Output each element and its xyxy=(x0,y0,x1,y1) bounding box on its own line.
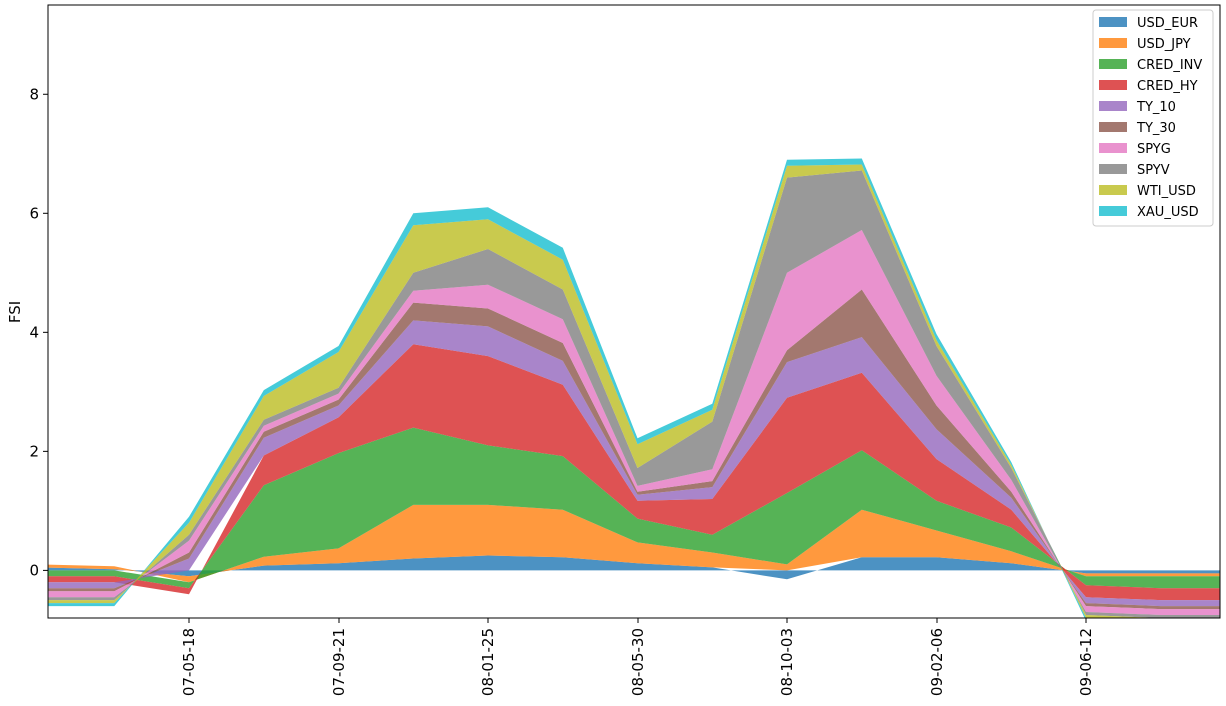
x-tick-label: 08-10-03 xyxy=(778,628,796,696)
legend-label: CRED_HY xyxy=(1137,79,1198,94)
legend-label: USD_JPY xyxy=(1137,37,1191,52)
legend-swatch xyxy=(1099,122,1127,132)
x-axis: 07-05-18 07-09-21 08-01-25 08-05-30 08-10-03… xyxy=(180,618,1095,696)
y-tick-label: 8 xyxy=(29,85,39,103)
legend-swatch xyxy=(1099,143,1127,153)
legend-label: TY_30 xyxy=(1136,121,1176,136)
legend-swatch xyxy=(1099,38,1127,48)
legend-swatch xyxy=(1099,80,1127,90)
area-layer xyxy=(48,158,1220,618)
area-cred-inv xyxy=(48,427,1220,589)
x-tick-label: 09-02-06 xyxy=(928,628,946,696)
legend-label: SPYG xyxy=(1137,142,1171,157)
area-wti-usd xyxy=(48,164,1220,618)
plot-frame xyxy=(47,4,1221,619)
legend-label: SPYV xyxy=(1137,163,1170,178)
legend-label: CRED_INV xyxy=(1137,58,1202,73)
x-tick-label: 08-05-30 xyxy=(629,628,647,696)
y-tick-label: 4 xyxy=(29,323,39,341)
legend-swatch xyxy=(1099,206,1127,216)
legend-label: WTI_USD xyxy=(1137,184,1196,199)
legend-swatch xyxy=(1099,17,1127,27)
x-tick-label: 08-01-25 xyxy=(479,628,497,696)
legend-label: TY_10 xyxy=(1136,100,1176,115)
area-usd-eur xyxy=(48,555,1220,580)
y-axis-label: FSI xyxy=(6,301,24,323)
area-cred-hy xyxy=(48,344,1220,601)
legend-swatch xyxy=(1099,59,1127,69)
legend-label: XAU_USD xyxy=(1137,205,1199,220)
area-usd-jpy xyxy=(48,504,1220,583)
legend: USD_EUR USD_JPY CRED_INV CRED_HY TY_10 TY_30 S… xyxy=(1092,9,1214,227)
x-tick-label: 07-05-18 xyxy=(180,628,198,696)
x-tick-label: 07-09-21 xyxy=(330,628,348,696)
legend-swatch xyxy=(1099,164,1127,174)
area-spyg xyxy=(48,230,1220,615)
y-tick-label: 2 xyxy=(29,442,39,460)
y-axis: 0 2 4 6 8 xyxy=(29,85,48,579)
x-tick-label: 09-06-12 xyxy=(1077,628,1095,696)
y-tick-label: 6 xyxy=(29,204,39,222)
legend-swatch xyxy=(1099,185,1127,195)
y-tick-label: 0 xyxy=(29,561,39,579)
legend-label: USD_EUR xyxy=(1137,16,1198,31)
legend-swatch xyxy=(1099,101,1127,111)
